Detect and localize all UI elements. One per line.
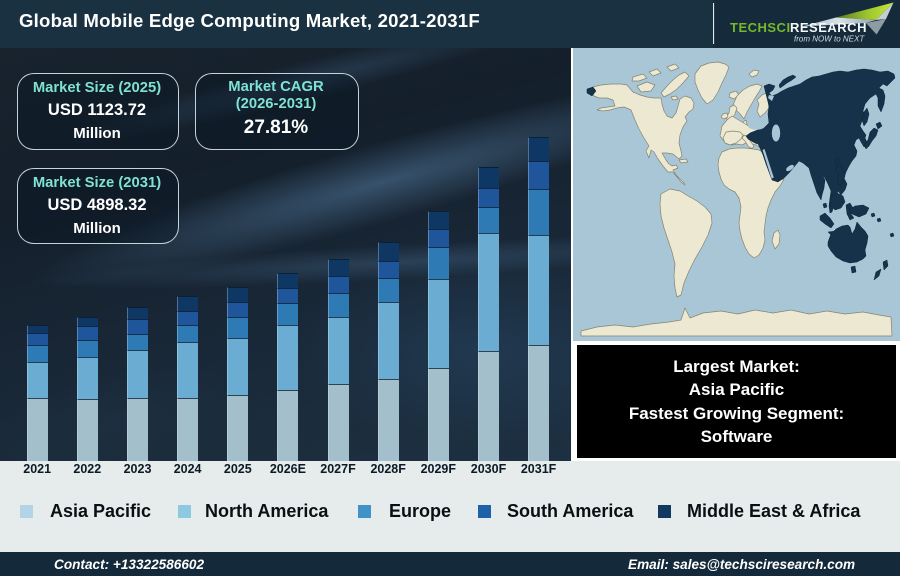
svg-text:RESEARCH: RESEARCH xyxy=(790,20,867,35)
svg-text:from NOW to NEXT: from NOW to NEXT xyxy=(794,35,865,44)
svg-text:TECHSCI: TECHSCI xyxy=(730,20,791,35)
